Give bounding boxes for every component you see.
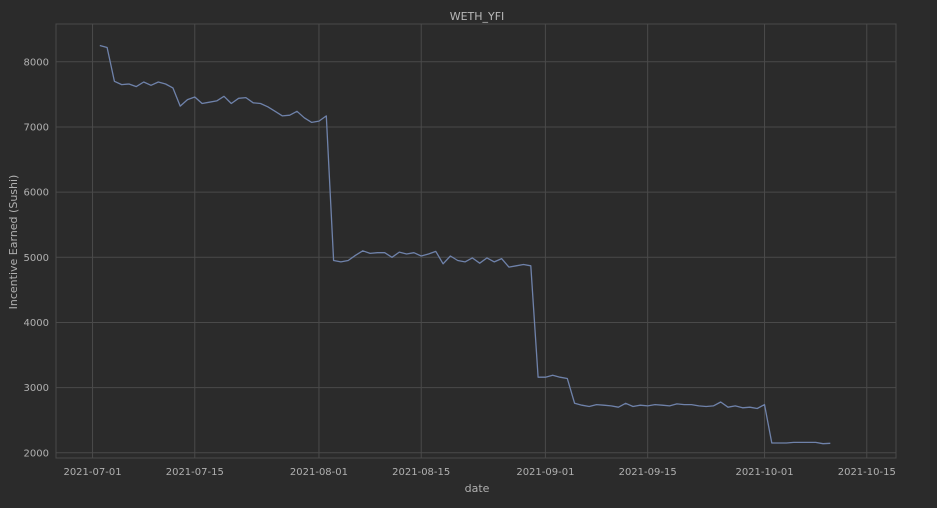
y-tick-label: 5000 [24,253,49,264]
x-axis-label: date [465,482,490,495]
x-tick-label: 2021-10-15 [838,467,896,478]
y-tick-label: 6000 [24,188,49,199]
y-axis-label: Incentive Earned (Sushi) [7,175,20,310]
y-tick-label: 4000 [24,318,49,329]
x-tick-label: 2021-10-01 [735,467,793,478]
x-tick-label: 2021-07-01 [63,467,121,478]
x-tick-label: 2021-08-15 [392,467,450,478]
x-axis-ticks: 2021-07-01 2021-07-15 2021-08-01 2021-08-15… [63,467,895,478]
y-axis-ticks: 2000 3000 4000 5000 6000 7000 8000 [24,57,49,459]
x-tick-label: 2021-07-15 [166,467,224,478]
series-group [99,44,831,445]
grid [56,24,896,458]
y-tick-label: 7000 [24,122,49,133]
x-tick-label: 2021-09-01 [516,467,574,478]
series-line [99,44,831,445]
y-tick-label: 3000 [24,383,49,394]
chart-title: WETH_YFI [450,10,505,23]
y-tick-label: 8000 [24,57,49,68]
y-tick-label: 2000 [24,448,49,459]
plot-frame [55,23,897,459]
x-tick-label: 2021-09-15 [619,467,677,478]
x-tick-label: 2021-08-01 [290,467,348,478]
